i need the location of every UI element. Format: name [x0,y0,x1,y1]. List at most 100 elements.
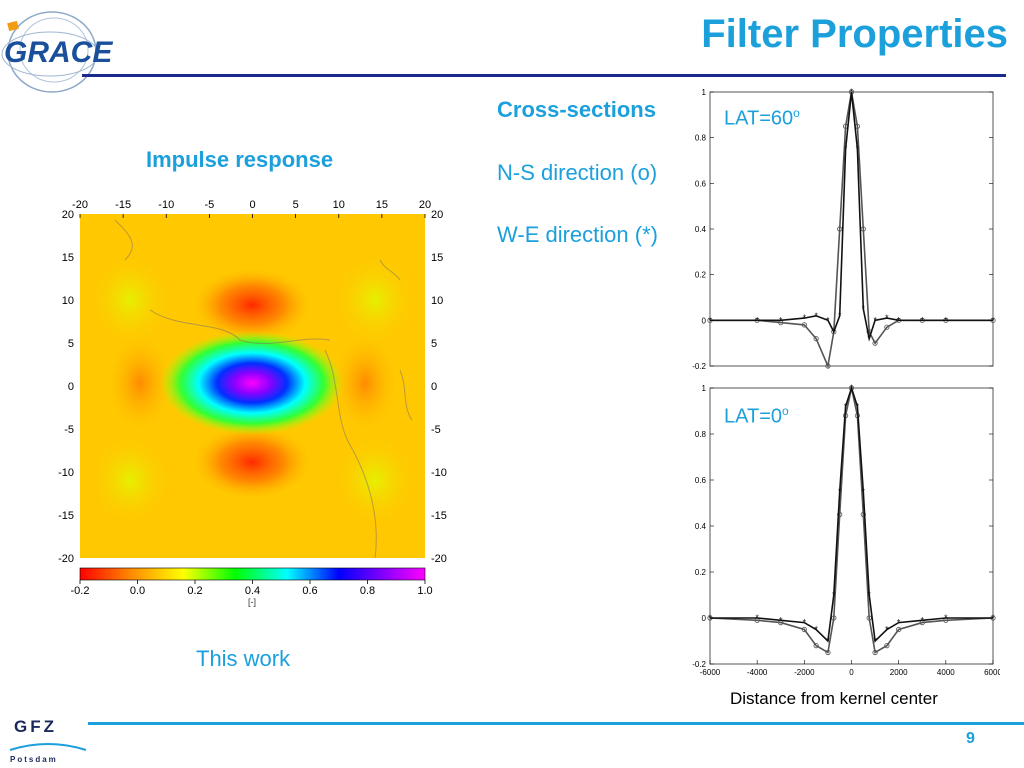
south-lobe [194,426,310,498]
map-y-tick-right: 20 [431,209,443,221]
map-x-tick: 15 [376,199,388,211]
center-peak [160,331,344,435]
we-marker: * [867,590,871,600]
series-line-we [710,385,993,643]
we-marker: * [991,613,995,623]
plot-frame [709,91,994,367]
y-tick-label: 0.8 [695,134,707,143]
y-tick-label: 1 [702,384,707,393]
we-marker: * [838,311,842,321]
map-y-tick-left: -10 [58,467,74,479]
we-marker: * [755,315,759,325]
y-tick-label: 0 [702,316,707,325]
map-y-tick-left: -15 [58,510,74,522]
we-marker: * [826,636,830,646]
map-y-tick-right: -10 [431,467,447,479]
ns-marker [860,511,866,518]
we-marker: * [856,144,860,154]
we-marker: * [867,334,871,344]
x-tick-label: -6000 [700,668,721,677]
lat60-label: LAT=60o [724,106,800,130]
y-tick-label: 0 [702,614,707,623]
lat0-label: LAT=0o [724,404,789,428]
map-y-tick-right: 15 [431,252,443,264]
we-marker: * [832,327,836,337]
ns-marker [896,626,902,633]
map-x-tick: 5 [293,199,299,211]
colorbar-tick: 0.4 [245,585,260,597]
we-marker: * [814,311,818,321]
we-marker: * [708,613,712,623]
map-x-tick: -10 [158,199,174,211]
y-tick-label: -0.2 [692,362,706,371]
ns-marker [884,642,890,649]
map-x-tick: 10 [333,199,345,211]
map-x-tick: -20 [72,199,88,211]
page-number: 9 [966,730,975,747]
grace-logo: GRACE [1,11,113,93]
ns-marker [801,626,807,633]
y-tick-label: 0.8 [695,430,707,439]
header-divider [82,74,1006,77]
we-marker: * [708,315,712,325]
we-marker: * [897,618,901,628]
map-y-tick-left: -20 [58,553,74,565]
ns-marker [872,649,878,656]
map-y-tick-left: 0 [68,381,74,393]
gfz-logo: GFZ Potsdam [9,717,87,764]
series-line-we [710,91,993,342]
y-tick-label: 0.2 [695,568,707,577]
ns-marker [813,336,819,342]
map-y-tick-right: 10 [431,295,443,307]
we-marker: * [850,383,854,393]
map-x-tick: 20 [419,199,431,211]
map-y-tick-right: -15 [431,510,447,522]
map-x-tick: -5 [204,199,214,211]
footer-divider [88,722,1024,725]
ns-marker [825,363,831,369]
map-y-tick-right: -5 [431,424,441,436]
map-y-tick-right: 5 [431,338,437,350]
we-marker: * [944,613,948,623]
we-direction-label: W-E direction (*) [497,222,658,247]
x-tick-label: 0 [849,668,854,677]
y-tick-label: 0.2 [695,271,707,280]
map-y-tick-left: -5 [64,424,74,436]
impulse-response-heading: Impulse response [146,147,334,172]
ns-marker [837,511,843,518]
plot-frame [709,387,994,665]
this-work-caption: This work [196,646,291,671]
svg-text:Potsdam: Potsdam [10,755,58,764]
we-marker: * [873,636,877,646]
colorbar-unit: [-] [248,597,256,607]
ns-marker [801,322,807,328]
map-y-tick-left: 15 [62,252,74,264]
colorbar-tick: 1.0 [417,585,432,597]
we-marker: * [897,315,901,325]
coastlines [114,219,413,559]
we-marker: * [856,401,860,411]
x-tick-label: 6000 [984,668,1000,677]
ns-marker [884,324,890,330]
colorbar-tick: 0.2 [187,585,202,597]
we-marker: * [803,618,807,628]
ns-marker [813,642,819,649]
y-tick-label: 0.6 [695,179,707,188]
colorbar-ticks: -0.2 0.0 0.2 0.4 0.6 0.8 1.0 [71,580,433,597]
slide-title: Filter Properties [701,12,1008,56]
we-marker: * [779,615,783,625]
cross-section-plot-lat0: 1 0.8 0.6 0.4 0.2 0 -0.2-6000 -4000 -2000 0 2000 40… [692,383,1000,677]
we-marker: * [844,144,848,154]
we-marker: * [944,315,948,325]
map-y-tick-left: 10 [62,295,74,307]
we-marker: * [838,487,842,497]
x-tick-label: -4000 [747,668,768,677]
we-marker: * [873,315,877,325]
ns-direction-label: N-S direction (o) [497,160,658,185]
we-marker: * [885,625,889,635]
x-tick-label: 2000 [890,668,908,677]
ns-marker [872,340,878,346]
colorbar-tick: 0.8 [360,585,375,597]
we-marker: * [885,313,889,323]
cross-section-plot-lat60: 10.80.60.40.20-0.2* * * * * ********* * * * * * [692,87,996,371]
